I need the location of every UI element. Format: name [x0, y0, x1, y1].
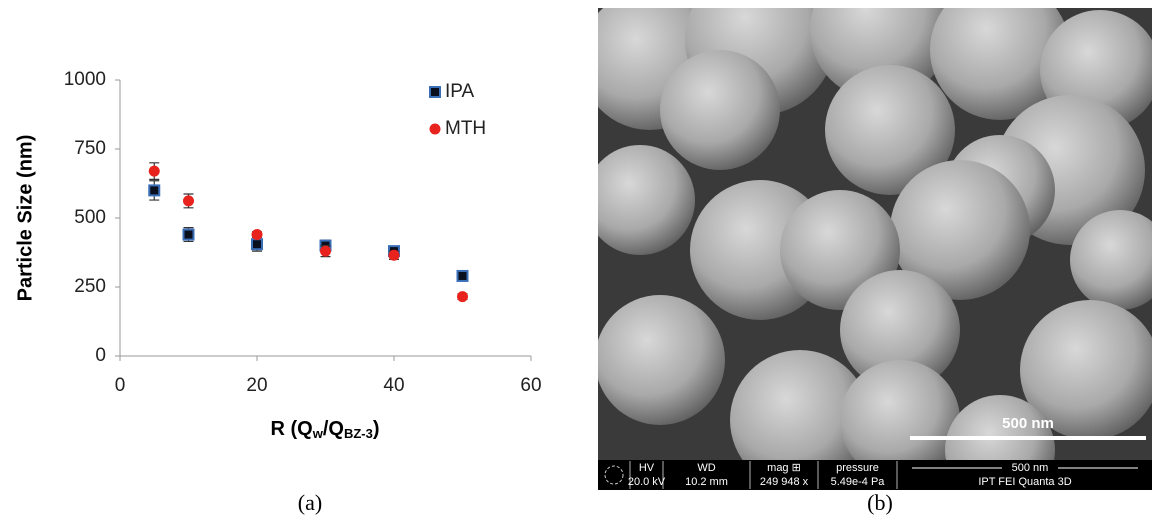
info-header: mag ⊞	[767, 462, 801, 474]
x-label-sub: BZ-3	[344, 426, 373, 441]
y-tick-label: 0	[95, 345, 106, 366]
point	[389, 250, 400, 261]
legend-label: MTH	[445, 118, 486, 139]
caption-a: (a)	[298, 490, 322, 515]
scale-bar-label: 500 nm	[1002, 415, 1054, 432]
info-header: pressure	[836, 462, 879, 474]
legend-marker	[430, 87, 440, 97]
point	[184, 230, 194, 240]
x-tick-label: 40	[383, 375, 404, 396]
y-tick-label: 500	[74, 207, 106, 228]
info-scale: 500 nm	[1012, 462, 1049, 474]
y-tick-label: 1000	[64, 69, 106, 90]
legend-label: IPA	[445, 81, 475, 102]
point	[458, 271, 468, 281]
point	[320, 246, 331, 257]
point	[457, 291, 468, 302]
x-axis-label: R (Qw/QBZ-3)	[270, 418, 379, 441]
info-value: 249 948 x	[760, 476, 809, 488]
sem-image: 500 nm	[580, 0, 1155, 505]
legend-marker	[430, 124, 441, 135]
x-label-part: /Q	[323, 418, 344, 440]
caption-b: (b)	[867, 490, 893, 515]
info-value: 20.0 kV	[628, 476, 666, 488]
y-axis-label: Particle Size (nm)	[14, 135, 36, 302]
x-tick-label: 0	[115, 375, 126, 396]
point	[183, 195, 194, 206]
point	[252, 239, 262, 249]
x-label-part: )	[373, 418, 380, 440]
info-value: 10.2 mm	[685, 476, 728, 488]
info-value: 5.49e-4 Pa	[831, 476, 886, 488]
y-tick-label: 250	[74, 276, 106, 297]
point	[149, 185, 159, 195]
info-instrument: IPT FEI Quanta 3D	[978, 476, 1071, 488]
point	[149, 166, 160, 177]
info-header: WD	[697, 462, 715, 474]
figure: Particle Size (nm) R (Qw/QBZ-3) (a) (b) …	[0, 0, 1155, 522]
x-tick-label: 60	[520, 375, 541, 396]
point	[252, 229, 263, 240]
y-tick-label: 750	[74, 138, 106, 159]
x-label-part: R (Q	[270, 418, 312, 440]
info-header: HV	[639, 462, 655, 474]
x-tick-label: 20	[246, 375, 267, 396]
